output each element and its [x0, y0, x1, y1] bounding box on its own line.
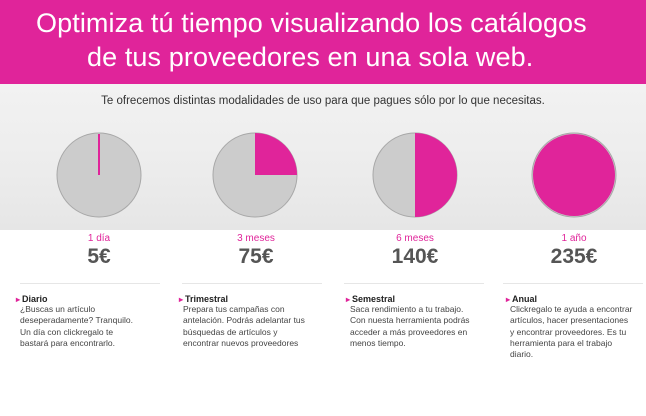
desc-line: búsquedas de artículos y [183, 326, 278, 337]
plan-anual-price: 235€ [550, 245, 598, 268]
plan-anual-period: 1 año [561, 233, 587, 244]
pricing-subtitle: Te ofrecemos distintas modalidades de us… [101, 95, 545, 107]
bullet-arrow-icon: ▸ [179, 295, 184, 304]
desc-line: Clickregalo te ayuda a encontrar [510, 304, 633, 314]
bullet-arrow-icon: ▸ [16, 295, 21, 304]
desc-line: Saca rendimiento a tu trabajo. [350, 304, 464, 314]
desc-line: antelación. Podrás adelantar tus [183, 315, 305, 326]
plan-trimestral-price: 75€ [238, 245, 274, 268]
plan-anual-desc: Clickregalo te ayuda a encontrar artícul… [510, 304, 646, 360]
desc-line: diario. [510, 349, 534, 360]
desc-line: y encontrar proveedores. Es tu [510, 326, 627, 337]
plan-trimestral-divider [182, 283, 322, 284]
desc-line: artículos, hacer presentaciones [510, 315, 629, 326]
plan-semestral-price: 140€ [391, 245, 439, 268]
desc-line: Prepara tus campañas con [183, 304, 285, 314]
desc-line: herramienta para el trabajo [510, 337, 613, 348]
plan-trimestral-pie [212, 132, 298, 218]
plan-semestral-divider [344, 283, 484, 284]
headline-line-1: Optimiza tú tiempo visualizando los catá… [36, 8, 587, 38]
plan-semestral-title[interactable]: ▸ Semestral [346, 294, 395, 304]
plan-semestral-title-text: Semestral [352, 294, 396, 304]
plan-trimestral-title-text: Trimestral [185, 294, 229, 304]
desc-line: acceder a más proveedores en [350, 326, 468, 337]
desc-line: encontrar nuevos proveedores [183, 337, 299, 348]
desc-line: deseperadamente? Tranquilo. [20, 315, 133, 326]
plan-anual-pie [531, 132, 617, 218]
plan-anual-divider [503, 283, 643, 284]
desc-line: menos tiempo. [350, 337, 406, 348]
pie-slice [255, 133, 297, 175]
desc-line: Con nuesta herramienta podrás [350, 315, 470, 326]
plan-trimestral-title[interactable]: ▸ Trimestral [179, 294, 228, 304]
desc-line: ¿Buscas un artículo [20, 304, 96, 314]
desc-line: bastará para encontrarlo. [20, 337, 115, 348]
plan-diario-divider [20, 283, 160, 284]
bullet-arrow-icon: ▸ [506, 295, 511, 304]
plan-semestral-period: 6 meses [396, 233, 434, 244]
plan-anual-title-text: Anual [512, 294, 538, 304]
plan-diario-desc: ¿Buscas un artículo deseperadamente? Tra… [20, 304, 160, 349]
plan-diario-price: 5€ [87, 245, 111, 268]
plan-diario-period: 1 día [87, 233, 111, 244]
pie-slice [415, 133, 457, 217]
bullet-arrow-icon: ▸ [346, 295, 351, 304]
plan-diario-title[interactable]: ▸ Diario [16, 294, 48, 304]
plan-trimestral-desc: Prepara tus campañas con antelación. Pod… [183, 304, 323, 349]
plan-diario-pie [56, 132, 142, 218]
headline-line-2: de tus proveedores en una sola web. [87, 42, 534, 72]
pie-slice [533, 134, 615, 216]
desc-line: Un día con clickregalo te [20, 326, 114, 337]
plan-semestral-desc: Saca rendimiento a tu trabajo. Con nuest… [350, 304, 490, 349]
header-banner: Optimiza tú tiempo visualizando los catá… [0, 0, 646, 84]
plan-semestral-pie [372, 132, 458, 218]
plan-anual-title[interactable]: ▸ Anual [506, 294, 537, 304]
plan-trimestral-period: 3 meses [237, 233, 275, 244]
plan-diario-title-text: Diario [22, 294, 48, 304]
